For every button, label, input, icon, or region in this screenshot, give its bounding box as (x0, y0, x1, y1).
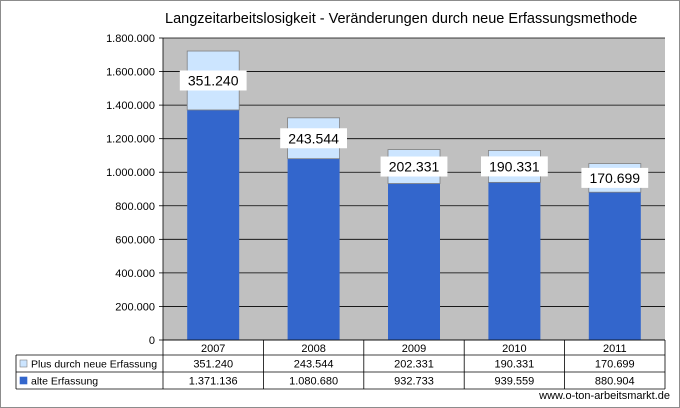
data-label: 202.331 (389, 159, 440, 175)
table-value: 190.331 (495, 359, 535, 371)
legend-swatch (19, 359, 28, 368)
table-value: 939.559 (495, 376, 535, 388)
bar-alte-erfassung (488, 182, 541, 340)
y-tick-label: 400.000 (115, 268, 155, 280)
data-label: 190.331 (489, 158, 540, 174)
x-tick-label: 2010 (502, 343, 526, 355)
table-value: 932.733 (394, 376, 434, 388)
chart-title: Langzeitarbeitslosigkeit - Veränderungen… (165, 11, 638, 27)
bar-alte-erfassung (287, 158, 340, 340)
legend-label: Plus durch neue Erfassung (31, 359, 157, 371)
table-value: 243.544 (294, 359, 334, 371)
data-label: 351.240 (188, 72, 239, 88)
data-label-box (481, 156, 548, 177)
data-label-box (179, 70, 247, 91)
y-tick-label: 1.600.000 (106, 67, 155, 79)
y-tick-label: 600.000 (115, 234, 155, 246)
y-tick-label: 800.000 (115, 201, 155, 213)
table-value: 351.240 (193, 359, 233, 371)
y-tick-label: 1.000.000 (106, 167, 155, 179)
y-tick-label: 1.400.000 (106, 100, 155, 112)
data-label-box (280, 128, 347, 149)
bar-alte-erfassung (388, 183, 440, 340)
table-value: 1.371.136 (189, 376, 238, 388)
bar-alte-erfassung (588, 192, 641, 340)
source-credit: www.o-ton-arbeitsmarkt.de (539, 390, 670, 402)
x-tick-label: 2008 (301, 343, 325, 355)
table-value: 202.331 (394, 359, 434, 371)
x-tick-label: 2009 (402, 343, 426, 355)
legend-label: alte Erfassung (31, 376, 98, 388)
y-tick-label: 1.800.000 (106, 33, 155, 45)
table-value: 1.080.680 (289, 376, 338, 388)
table-value: 170.699 (595, 359, 635, 371)
data-label-box (380, 156, 448, 177)
data-label: 243.544 (288, 130, 339, 146)
x-tick-label: 2011 (603, 343, 627, 355)
y-tick-label: 0 (149, 335, 155, 347)
data-label: 170.699 (589, 170, 640, 186)
y-tick-label: 200.000 (115, 301, 155, 313)
bar-alte-erfassung (187, 109, 240, 340)
table-value: 880.904 (595, 376, 635, 388)
y-tick-label: 1.200.000 (106, 134, 155, 146)
data-label-box (581, 167, 649, 188)
x-tick-label: 2007 (201, 343, 225, 355)
legend-swatch (19, 376, 28, 385)
